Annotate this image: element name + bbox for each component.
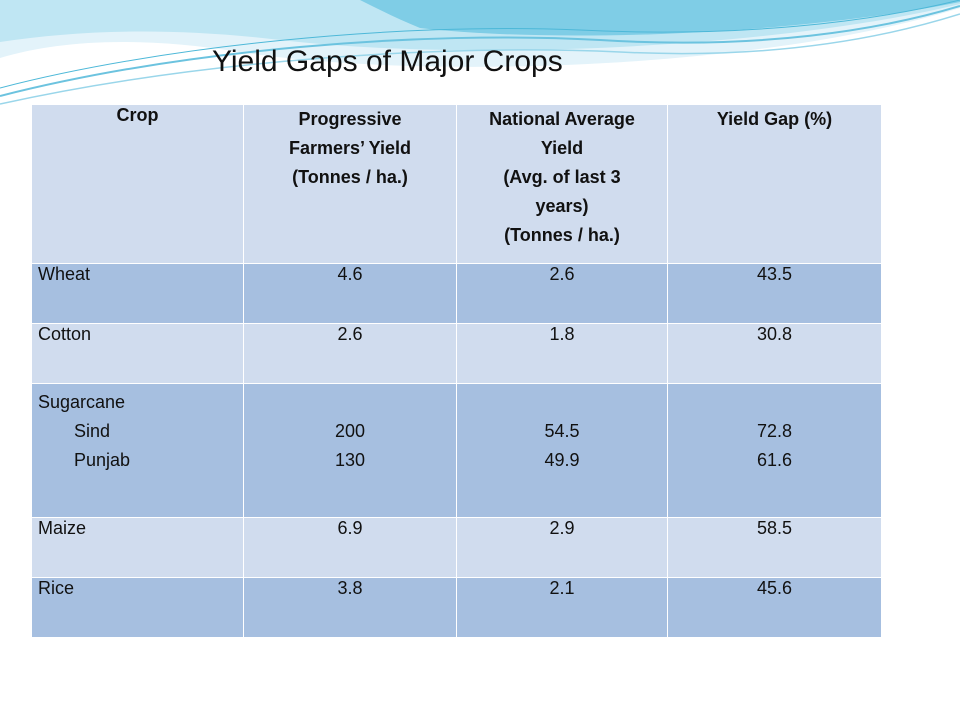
crop-name-group: Sugarcane Sind Punjab (31, 383, 244, 518)
header-crop: Crop (31, 104, 244, 264)
national-average-yield-group: 54.5 49.9 (456, 383, 668, 518)
national-average-yield: 54.5 (544, 421, 580, 441)
yield-gap: 58.5 (667, 517, 882, 578)
table-row: Rice 3.8 2.1 45.6 (31, 577, 882, 638)
header-national-line: Yield (540, 138, 584, 158)
header-progressive-yield: Progressive Farmers’ Yield (Tonnes / ha.… (243, 104, 457, 264)
national-average-yield: 1.8 (456, 323, 668, 384)
progressive-yield-group: 200 130 (243, 383, 457, 518)
header-national-line: National Average (489, 109, 635, 129)
table-row: Cotton 2.6 1.8 30.8 (31, 323, 882, 384)
national-average-yield: 2.1 (456, 577, 668, 638)
header-national-line: years) (535, 196, 589, 216)
progressive-yield: 200 (334, 421, 366, 441)
progressive-yield: 3.8 (243, 577, 457, 638)
crop-name: Rice (31, 577, 244, 638)
table-row: Sugarcane Sind Punjab 200 130 54.5 49.9 … (31, 383, 882, 518)
yield-gap: 30.8 (667, 323, 882, 384)
progressive-yield: 2.6 (243, 323, 457, 384)
slide-title: Yield Gaps of Major Crops (212, 45, 563, 78)
crop-subname: Punjab (74, 450, 131, 470)
national-average-yield: 2.6 (456, 263, 668, 324)
progressive-yield: 6.9 (243, 517, 457, 578)
progressive-yield: 130 (334, 450, 366, 470)
yield-gap-group: 72.8 61.6 (667, 383, 882, 518)
table-header-row: Crop Progressive Farmers’ Yield (Tonnes … (31, 104, 882, 264)
crop-name: Sugarcane (38, 392, 126, 412)
yield-gap: 45.6 (667, 577, 882, 638)
yield-gap: 61.6 (756, 450, 793, 470)
header-national-line: (Tonnes / ha.) (504, 225, 620, 245)
header-yield-gap: Yield Gap (%) (667, 104, 882, 264)
crop-name: Wheat (31, 263, 244, 324)
national-average-yield: 2.9 (456, 517, 668, 578)
progressive-yield: 4.6 (243, 263, 457, 324)
crop-name: Cotton (31, 323, 244, 384)
header-progressive-line: Progressive (298, 109, 402, 129)
table-row: Maize 6.9 2.9 58.5 (31, 517, 882, 578)
yield-gap-table: Crop Progressive Farmers’ Yield (Tonnes … (31, 104, 882, 638)
table-row: Wheat 4.6 2.6 43.5 (31, 263, 882, 324)
header-progressive-line: (Tonnes / ha.) (292, 167, 408, 187)
header-national-average: National Average Yield (Avg. of last 3 y… (456, 104, 668, 264)
yield-gap: 43.5 (667, 263, 882, 324)
yield-gap: 72.8 (756, 421, 793, 441)
national-average-yield: 49.9 (544, 450, 580, 470)
crop-name: Maize (31, 517, 244, 578)
crop-subname: Sind (74, 421, 111, 441)
header-national-line: (Avg. of last 3 (503, 167, 621, 187)
header-progressive-line: Farmers’ Yield (288, 138, 412, 158)
header-swoosh-decoration (0, 0, 960, 105)
